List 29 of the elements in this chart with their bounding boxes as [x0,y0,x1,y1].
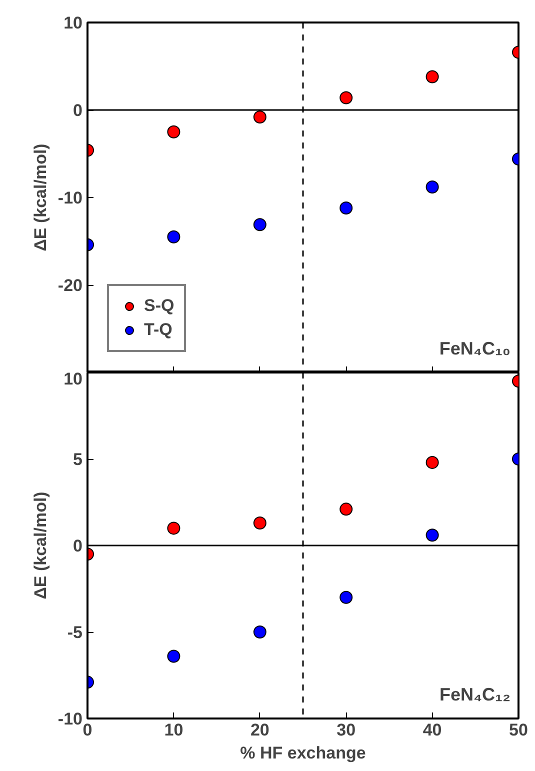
y-tick-label: 5 [73,450,83,469]
x-tick-label: 20 [250,720,270,740]
y-tick-label: 0 [73,101,83,120]
x-axis-title: % HF exchange [240,744,366,762]
point [253,110,266,124]
y-tick-label: -20 [58,276,83,295]
y-axis-title: ΔE (kcal/mol) [30,144,50,252]
y-tick-label: 10 [64,14,83,32]
x-tick-label: 50 [509,720,528,740]
annotation: FeN₄C₁₀ [439,338,510,358]
point [253,218,266,232]
y-tick-label: -10 [58,710,83,728]
x-tick-label: 10 [164,720,184,740]
point [253,626,266,638]
y-axis-title: ΔE (kcal/mol) [30,492,50,600]
annotation: FeN₄C₁₂ [439,684,511,704]
x-tick-label: 30 [336,720,356,740]
point [340,91,353,104]
legend-label: T-Q [144,320,172,340]
y-tick-label: -5 [67,623,83,642]
point [340,502,353,516]
y-tick-label: 10 [64,370,83,388]
x-tick-label: 40 [422,720,442,740]
point [253,516,266,530]
point [340,202,353,214]
y-tick-label: 0 [73,536,83,556]
point [340,590,353,604]
y-tick-label: -10 [58,188,83,208]
legend-label: S-Q [144,296,174,316]
